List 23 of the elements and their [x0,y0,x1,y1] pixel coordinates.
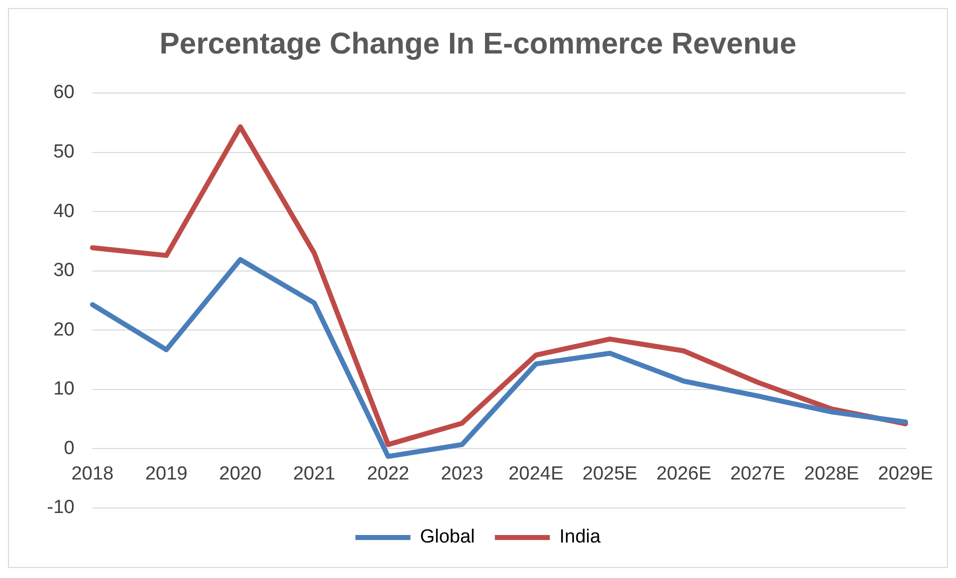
x-tick-label: 2027E [730,463,786,484]
x-tick-label: 2022 [366,463,410,484]
x-tick-label: 2024E [508,463,564,484]
x-tick-label: 2021 [293,463,336,484]
x-tick-label: 2028E [804,463,860,484]
x-tick-label: 2018 [71,463,114,484]
y-tick-label: 60 [53,82,74,104]
y-tick-label: 50 [53,142,74,163]
y-tick-label: 30 [53,260,74,282]
x-tick-label: 2023 [440,463,484,484]
chart-title: Percentage Change In E-commerce Revenue [160,27,796,60]
x-tick-label: 2019 [145,463,188,484]
y-tick-label: 10 [53,378,74,400]
x-tick-label: 2026E [656,463,712,484]
x-tick-label: 2025E [582,463,638,484]
y-tick-label: -10 [46,497,74,518]
y-tick-label: 40 [53,200,74,222]
y-tick-label: 0 [64,438,74,459]
legend-label: India [559,526,601,548]
x-tick-label: 2020 [219,463,262,484]
x-tick-label: 2029E [878,463,934,484]
legend-label: Global [420,526,475,548]
y-tick-label: 20 [53,319,74,340]
